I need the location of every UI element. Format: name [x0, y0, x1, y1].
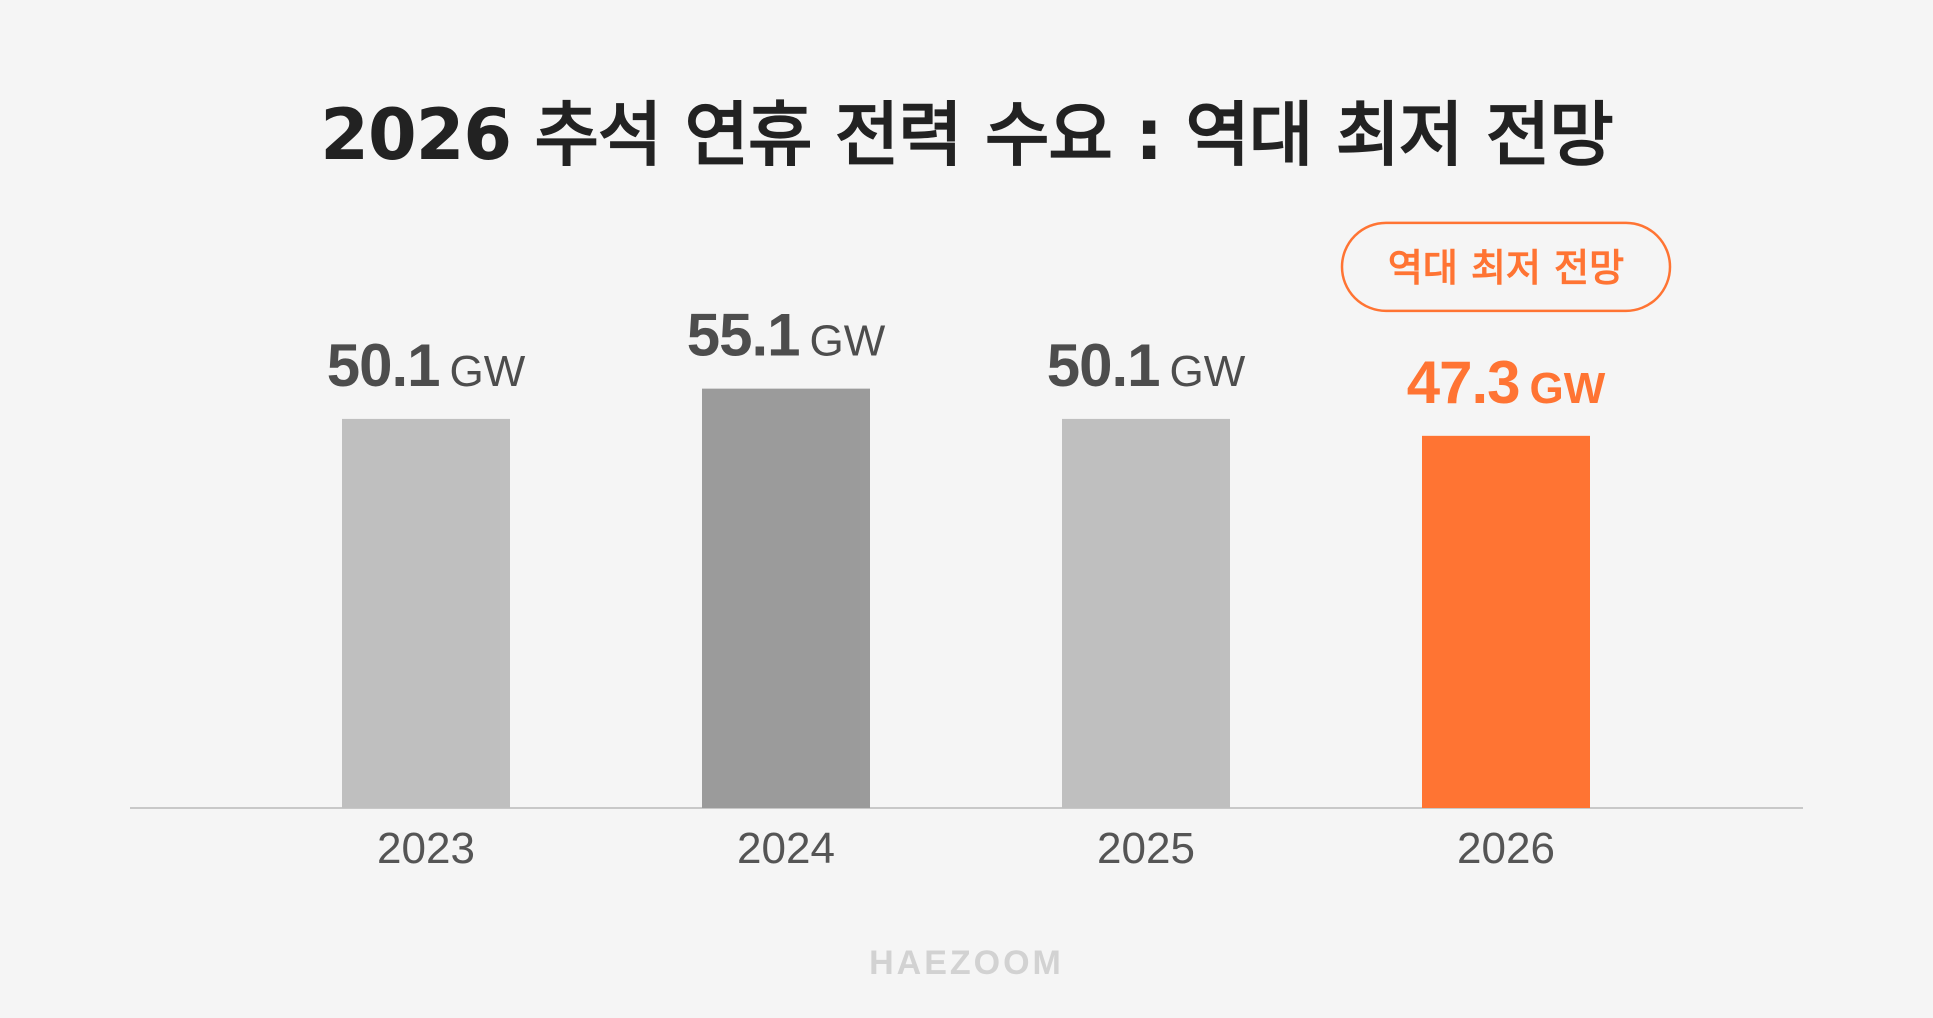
bar-2025: [1062, 418, 1230, 808]
bars-group: [342, 388, 1590, 808]
annotation-pill: [1340, 221, 1672, 313]
bar-2023: [342, 418, 510, 808]
value-label-2024: 55.1 GW: [687, 302, 886, 369]
value-label-2025: 50.1 GW: [1047, 332, 1246, 399]
chart-title: 2026 추석 연휴 전력 수요 : 역대 최저 전망: [320, 94, 1613, 176]
value-unit-2026: GW: [1530, 364, 1606, 413]
x-tick-2024: 2024: [737, 824, 835, 873]
value-unit-2024: GW: [810, 317, 886, 366]
value-label-2023: 50.1 GW: [327, 332, 526, 399]
value-number-2026: 47.3: [1407, 349, 1520, 416]
bar-2024: [702, 388, 870, 808]
x-tick-2026: 2026: [1457, 824, 1555, 873]
bar-2026: [1422, 435, 1590, 808]
value-unit-2023: GW: [450, 347, 526, 396]
value-label-2026: 47.3 GW: [1407, 349, 1606, 416]
annotation-group: 역대 최저 전망: [1340, 221, 1672, 313]
value-number-2023: 50.1: [327, 332, 440, 399]
x-tick-2023: 2023: [377, 824, 475, 873]
value-number-2025: 50.1: [1047, 332, 1160, 399]
x-tick-labels-group: 2023 2024 2025 2026: [377, 824, 1555, 873]
watermark-logo: HAEZOOM: [869, 944, 1064, 982]
value-unit-2025: GW: [1170, 347, 1246, 396]
annotation-text: 역대 최저 전망: [1388, 246, 1624, 290]
value-number-2024: 55.1: [687, 302, 800, 369]
x-tick-2025: 2025: [1097, 824, 1195, 873]
